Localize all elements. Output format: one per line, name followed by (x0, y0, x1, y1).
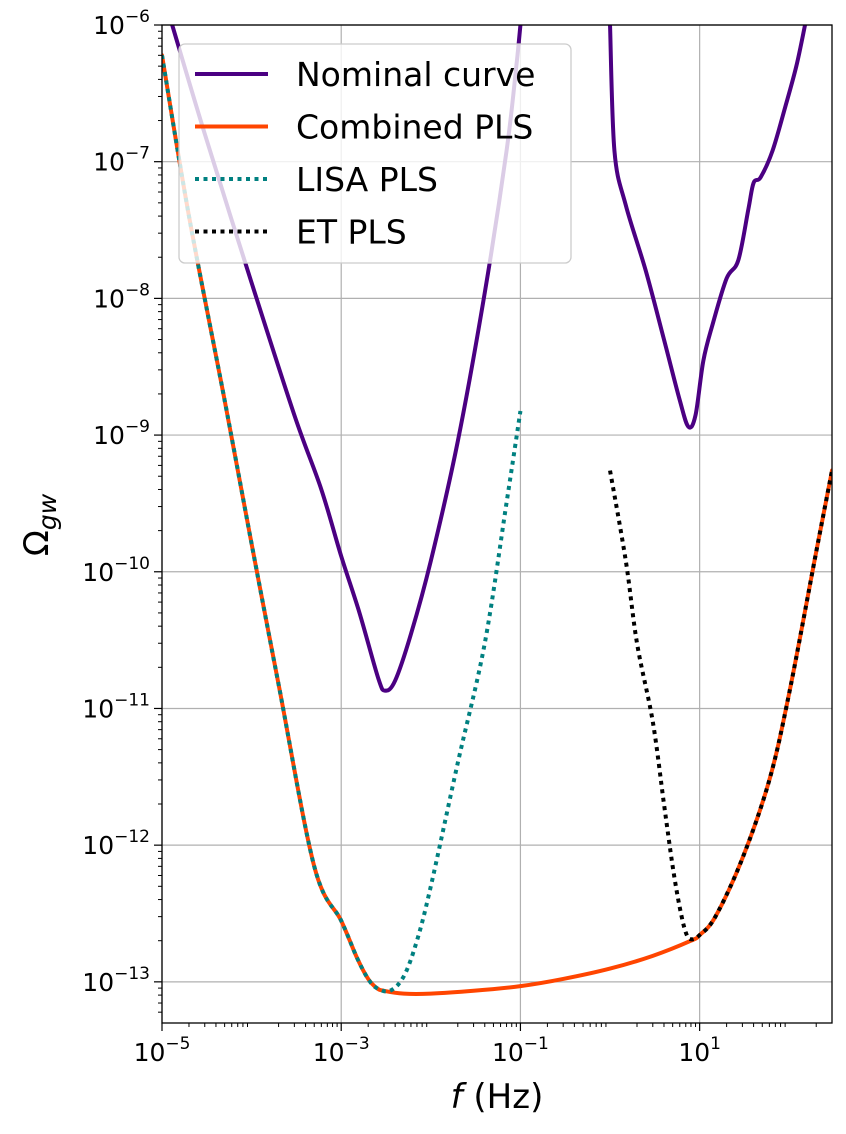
x-tick-exp: −3 (345, 1034, 370, 1054)
x-axis-label-unit: (Hz) (463, 1077, 544, 1117)
legend-label-lisa-pls: LISA PLS (296, 160, 438, 199)
x-tick-base: 10 (313, 1038, 345, 1067)
ticks: 10−5 10−3 10−1 10110−1310−1210−1110−1010−91… (82, 7, 817, 1067)
y-tick-base: 10 (93, 11, 125, 40)
y-tick-base: 10 (82, 558, 114, 587)
y-tick-label: 10−13 (82, 964, 150, 997)
x-axis-label: f (Hz) (451, 1077, 544, 1117)
x-tick-label: 101 (678, 1034, 721, 1067)
y-tick-exp: −10 (114, 554, 150, 574)
plot-frame (161, 24, 833, 1024)
y-tick-exp: −9 (125, 417, 150, 437)
y-tick-label: 10−12 (82, 827, 150, 860)
y-axis-label: Ωgw (17, 493, 62, 556)
legend-label-et-pls: ET PLS (296, 213, 407, 252)
y-tick-exp: −6 (125, 7, 150, 27)
y-tick-exp: −7 (125, 144, 150, 164)
x-tick-label: 10−3 (313, 1034, 370, 1067)
y-tick-base: 10 (93, 148, 125, 177)
y-tick-label: 10−10 (82, 554, 150, 587)
x-tick-label: 10−1 (492, 1034, 549, 1067)
x-tick-base: 10 (492, 1038, 524, 1067)
legend-label-nominal-curve: Nominal curve (296, 55, 535, 94)
legend-box (178, 43, 572, 264)
y-tick-exp: −12 (114, 827, 150, 847)
y-tick-exp: −13 (114, 964, 150, 984)
y-tick-exp: −8 (125, 280, 150, 300)
x-tick-exp: −5 (165, 1034, 190, 1054)
y-tick-base: 10 (82, 694, 114, 723)
x-tick-exp: 1 (710, 1034, 721, 1054)
series-line-combined-pls (162, 53, 832, 996)
x-tick-exp: −1 (524, 1034, 549, 1054)
legend-label-combined-pls: Combined PLS (296, 108, 533, 147)
y-tick-label: 10−11 (82, 690, 150, 723)
y-tick-label: 10−9 (93, 417, 150, 450)
y-tick-base: 10 (93, 284, 125, 313)
y-tick-base: 10 (82, 831, 114, 860)
y-tick-base: 10 (82, 968, 114, 997)
y-tick-label: 10−6 (93, 7, 150, 40)
legend: Nominal curve Combined PLS LISA PLS ET PLS (178, 43, 572, 264)
x-tick-base: 10 (678, 1038, 710, 1067)
series-line-nominal-curve (608, 25, 808, 430)
x-tick-base: 10 (134, 1038, 166, 1067)
y-tick-exp: −11 (114, 690, 150, 710)
x-tick-label: 10−5 (134, 1034, 191, 1067)
y-tick-base: 10 (93, 421, 125, 450)
y-tick-label: 10−7 (93, 144, 150, 177)
y-axis-label-sub: gw (33, 493, 62, 530)
y-axis-label-base: Ω (17, 530, 57, 556)
y-tick-label: 10−8 (93, 280, 150, 313)
